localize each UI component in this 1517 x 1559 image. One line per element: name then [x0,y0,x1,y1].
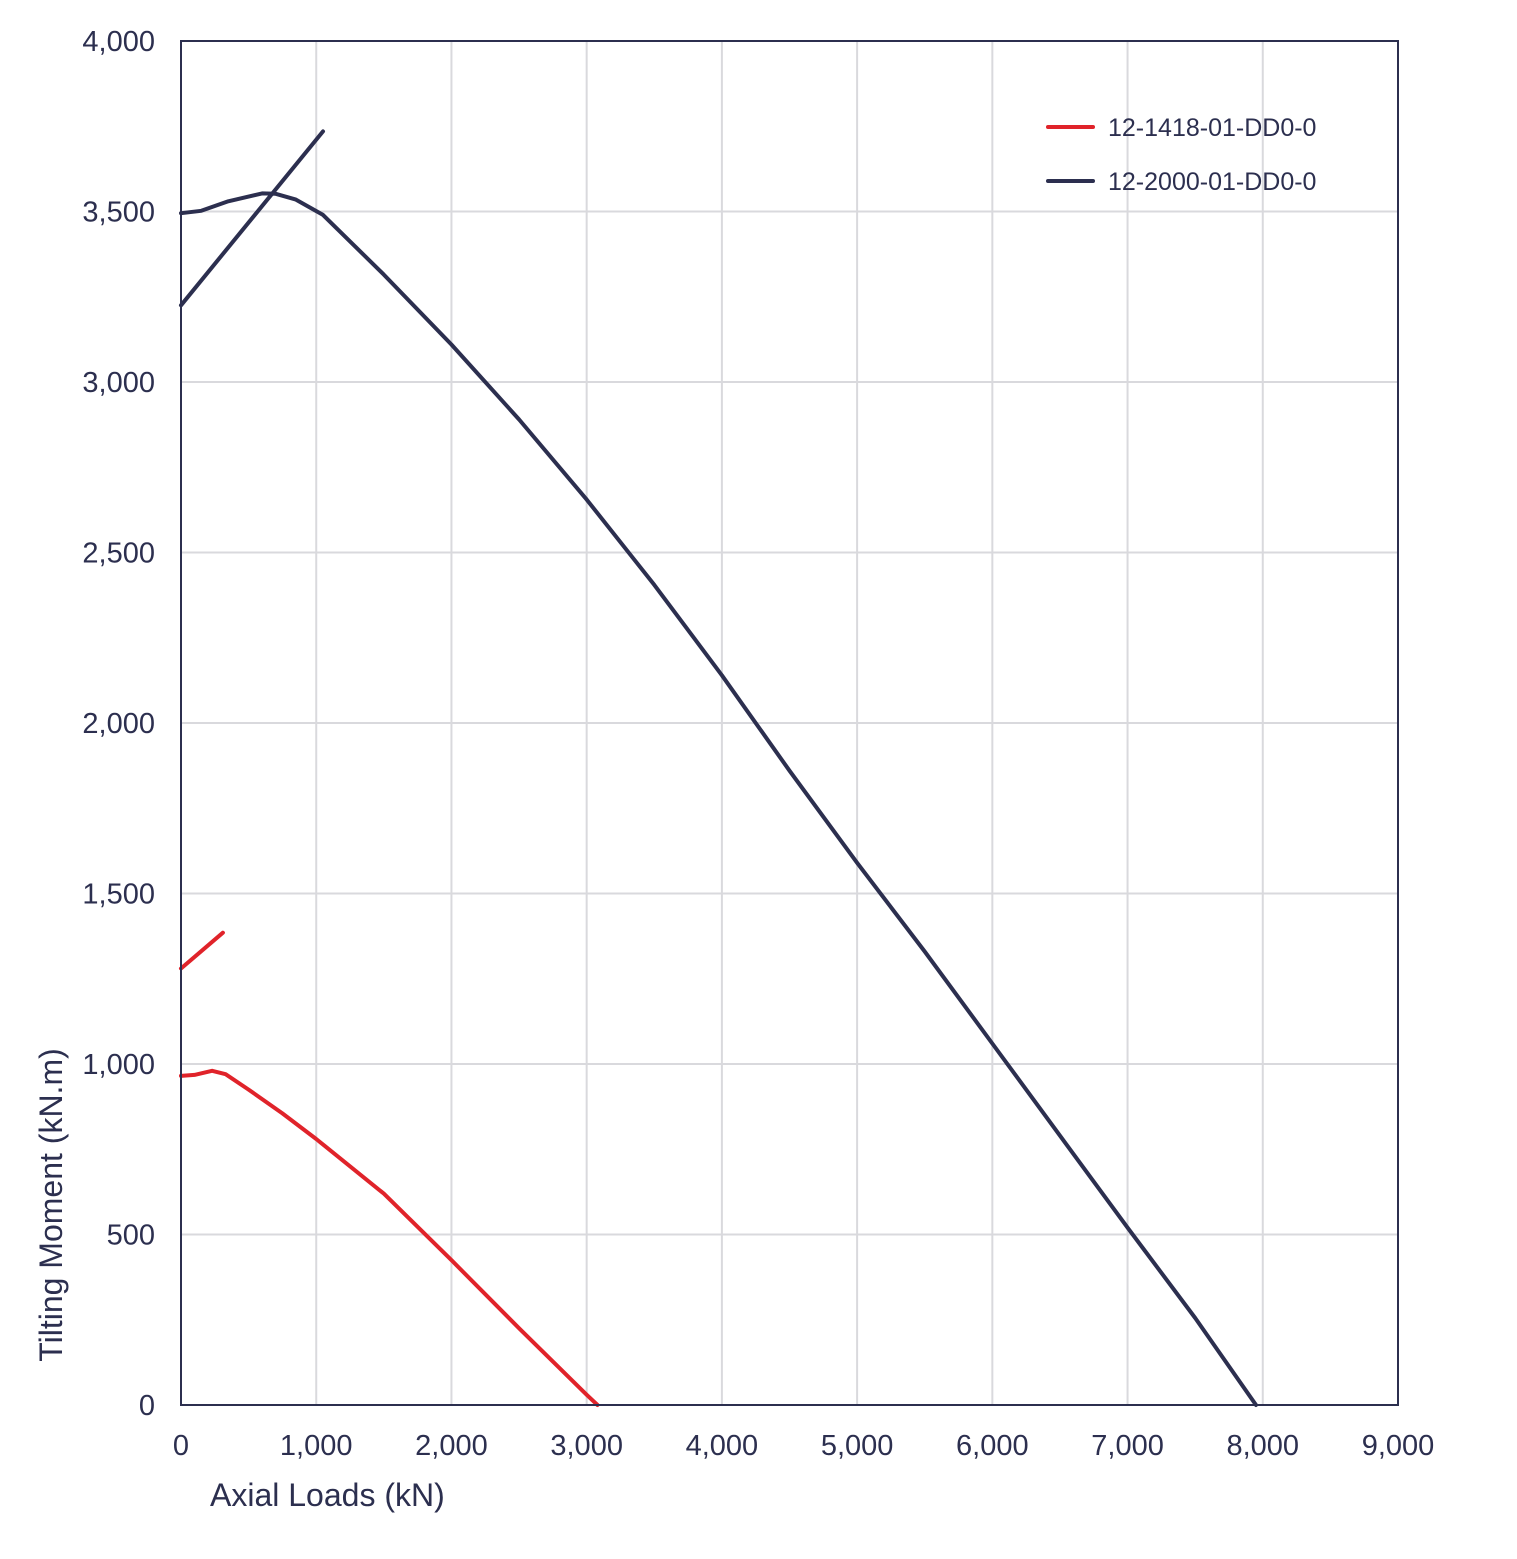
legend-label: 12-2000-01-DD0-0 [1108,168,1316,196]
y-tick-labels: 0 500 1,000 1,500 2,000 2,500 3,000 3,500 4,000 [82,26,155,1422]
x-tick-label: 1,000 [280,1430,353,1462]
x-tick-label: 3,000 [550,1430,623,1462]
y-tick-label: 4,000 [82,26,155,58]
plot-border [180,40,1399,1406]
legend: 12-1418-01-DD0-0 12-2000-01-DD0-0 [1046,114,1316,196]
x-tick-label: 6,000 [956,1430,1029,1462]
x-tick-label: 0 [173,1430,189,1462]
legend-label: 12-1418-01-DD0-0 [1108,114,1316,142]
y-tick-label: 2,500 [82,538,155,570]
x-tick-label: 4,000 [686,1430,759,1462]
x-axis-title: Axial Loads (kN) [210,1477,445,1513]
y-tick-label: 3,500 [82,197,155,229]
series-line [179,930,225,971]
x-tick-label: 5,000 [821,1430,894,1462]
series-line [179,191,1258,1407]
y-tick-label: 2,000 [82,708,155,740]
y-tick-label: 3,000 [82,367,155,399]
y-tick-label: 1,500 [82,879,155,911]
series-line [179,1068,600,1407]
x-tick-label: 8,000 [1226,1430,1299,1462]
y-tick-label: 500 [107,1220,155,1252]
x-tick-label: 9,000 [1362,1430,1435,1462]
x-tick-label: 2,000 [415,1430,488,1462]
x-tick-label: 7,000 [1091,1430,1164,1462]
series-lines [179,129,1258,1407]
y-tick-label: 0 [139,1390,155,1422]
x-tick-labels: 0 1,000 2,000 3,000 4,000 5,000 6,000 7,000 8,00… [173,1430,1434,1462]
y-tick-label: 1,000 [82,1049,155,1081]
grid-lines [180,40,1399,1406]
y-axis-title: Tilting Moment (kN.m) [33,1048,69,1362]
series-12-2000-01-DD0-0 [179,129,1258,1407]
series-12-1418-01-DD0-0 [179,930,600,1407]
series-line [179,129,325,308]
